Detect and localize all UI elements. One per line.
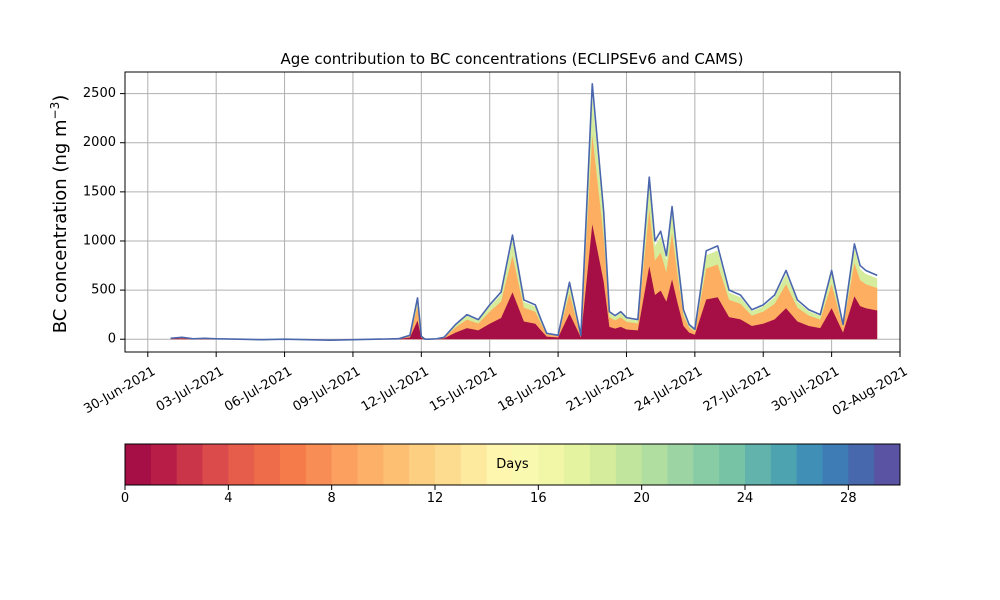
colorbar-swatch xyxy=(176,444,203,485)
colorbar-swatch xyxy=(590,444,617,485)
x-tick-label: 09-Jul-2021 xyxy=(291,364,364,415)
colorbar-swatch xyxy=(280,444,307,485)
colorbar-swatch xyxy=(796,444,823,485)
x-tick-label: 12-Jul-2021 xyxy=(359,364,432,415)
colorbar-swatch xyxy=(538,444,565,485)
colorbar-swatch xyxy=(228,444,255,485)
colorbar-tick-label: 24 xyxy=(737,491,754,506)
colorbar-tick-label: 16 xyxy=(530,491,547,506)
y-tick-label: 1000 xyxy=(83,233,116,248)
chart-title: Age contribution to BC concentrations (E… xyxy=(281,50,744,68)
colorbar-tick-label: 28 xyxy=(840,491,857,506)
colorbar-swatch xyxy=(874,444,901,485)
colorbar-swatch xyxy=(409,444,436,485)
x-tick-label: 06-Jul-2021 xyxy=(222,364,295,415)
age-layer-mid xyxy=(170,134,878,340)
colorbar-swatch xyxy=(150,444,178,485)
colorbar: 0 4 8 12 16 20 24 28 Days xyxy=(121,443,901,506)
y-axis-label-suffix: ) xyxy=(50,95,71,102)
colorbar-swatch xyxy=(693,444,720,485)
y-tick-label: 1500 xyxy=(83,184,116,199)
colorbar-swatch xyxy=(202,444,229,485)
colorbar-frame xyxy=(124,443,901,486)
colorbar-swatch xyxy=(383,444,410,485)
x-tick-label: 24-Jul-2021 xyxy=(632,364,705,415)
colorbar-swatch xyxy=(615,444,643,485)
x-tick-label: 30-Jun-2021 xyxy=(81,364,158,417)
y-tick-label: 2000 xyxy=(83,135,116,150)
x-tick-label: 18-Jul-2021 xyxy=(496,364,569,415)
colorbar-swatch xyxy=(305,444,333,485)
colorbar-swatch xyxy=(486,444,513,485)
total-series-line xyxy=(170,82,878,342)
colorbar-swatch xyxy=(770,444,798,485)
colorbar-tick-label: 12 xyxy=(427,491,444,506)
colorbar-swatch xyxy=(848,444,875,485)
colorbar-tick-label: 0 xyxy=(121,491,129,506)
y-tick-label: 500 xyxy=(91,283,116,298)
x-tick-label: 21-Jul-2021 xyxy=(564,364,637,415)
colorbar-swatch xyxy=(512,444,539,485)
colorbar-label: Days xyxy=(496,457,529,472)
y-axis-label: BC concentration (ng m−3) xyxy=(48,95,71,334)
y-tick-label: 0 xyxy=(108,332,116,347)
colorbar-swatch xyxy=(641,444,668,485)
y-axis-label-superscript: −3 xyxy=(48,102,62,120)
colorbar-swatch xyxy=(357,444,384,485)
colorbar-swatch xyxy=(745,444,772,485)
x-tick-label: 03-Jul-2021 xyxy=(154,364,227,415)
colorbar-tick-label: 20 xyxy=(633,491,650,506)
colorbar-swatch xyxy=(331,444,358,485)
plot-area: 30-Jun-202103-Jul-202106-Jul-202109-Jul-… xyxy=(81,71,910,419)
colorbar-swatch xyxy=(435,444,462,485)
colorbar-swatch xyxy=(125,444,152,485)
colorbar-tick-label: 8 xyxy=(328,491,336,506)
colorbar-swatch xyxy=(254,444,281,485)
colorbar-swatch xyxy=(822,444,849,485)
plot-frame xyxy=(124,71,901,353)
x-tick-label: 15-Jul-2021 xyxy=(427,364,500,415)
colorbar-swatch xyxy=(719,444,746,485)
colorbar-swatch xyxy=(564,444,591,485)
colorbar-tick-label: 4 xyxy=(224,491,232,506)
x-tick-label: 27-Jul-2021 xyxy=(701,364,774,415)
age-layer-old xyxy=(170,96,878,340)
colorbar-swatch xyxy=(667,444,694,485)
y-tick-label: 2500 xyxy=(83,86,116,101)
age-layer-recent xyxy=(170,224,878,340)
colorbar-swatch xyxy=(460,444,488,485)
y-axis-label-main: BC concentration (ng m xyxy=(50,119,71,333)
x-tick-label: 02-Aug-2021 xyxy=(830,364,910,419)
